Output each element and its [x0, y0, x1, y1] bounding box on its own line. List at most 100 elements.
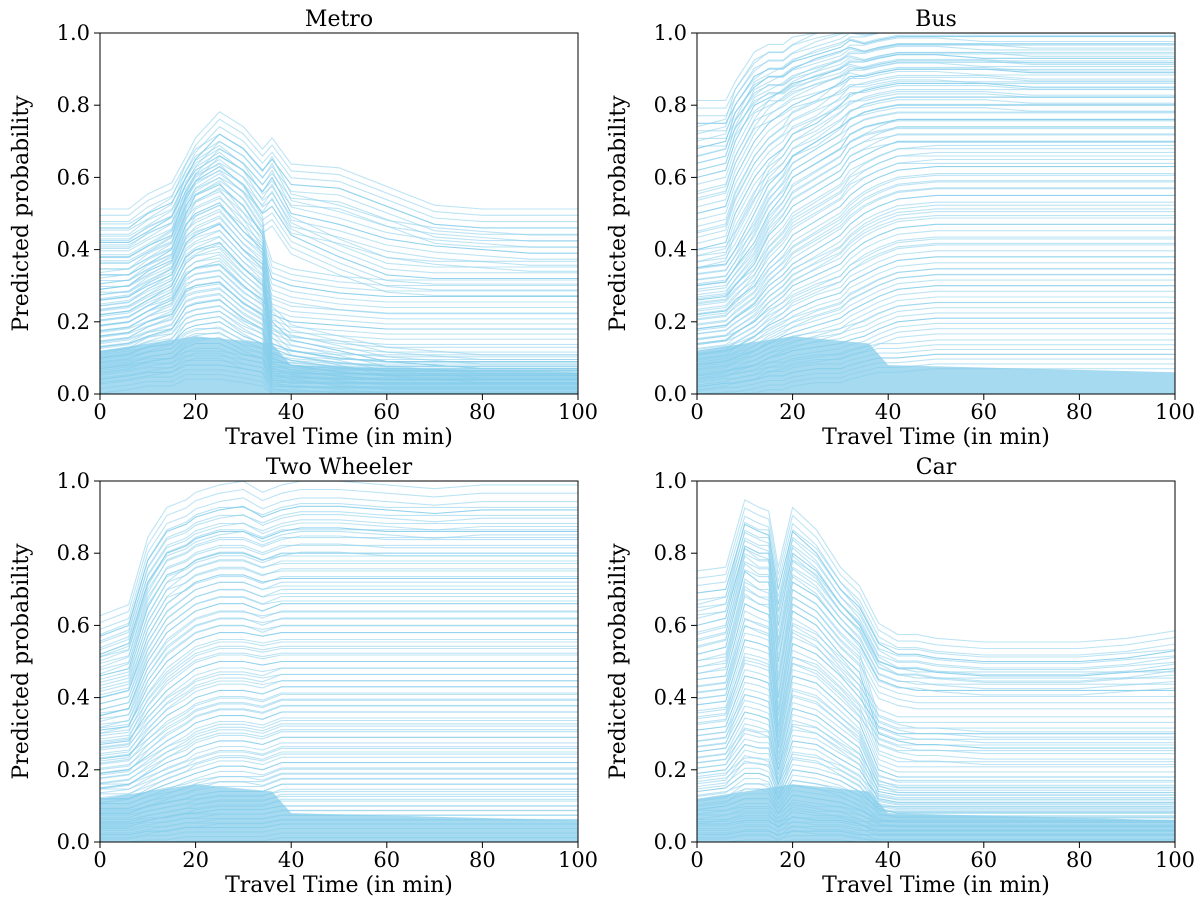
series-line-7 [697, 162, 1175, 318]
x-tick-label: 100 [1155, 848, 1195, 872]
series-line-10 [100, 746, 578, 785]
series-line-3 [697, 43, 1175, 195]
series-line-4 [697, 625, 1175, 723]
series-line-3 [100, 551, 578, 680]
series-line-2 [100, 166, 578, 280]
series-line-11 [697, 244, 1175, 346]
y-tick-label: 0.4 [57, 238, 90, 262]
series-line-6 [697, 707, 1175, 796]
series-line-4 [100, 581, 578, 699]
x-tick-label: 0 [690, 400, 703, 424]
y-tick-label: 0.6 [654, 165, 687, 189]
series-line-6 [697, 96, 1175, 270]
x-tick-label: 100 [558, 400, 598, 424]
series-line-5 [697, 675, 1175, 778]
series-line-7 [697, 723, 1175, 789]
series-line-10 [100, 762, 578, 800]
series-line-2 [697, 37, 1175, 165]
series-line-1 [100, 162, 578, 260]
series-line-8 [100, 729, 578, 790]
series-line-0 [697, 33, 1175, 117]
series-line-0 [697, 523, 1175, 663]
y-tick-label: 1.0 [654, 469, 687, 493]
series-line-1 [697, 545, 1175, 677]
dense-band [100, 336, 578, 394]
x-tick-label: 40 [875, 848, 902, 872]
series-line-7 [100, 704, 578, 776]
subplot-0: 0 20 40 60 80 100 0.0 0.2 0.4 0.6 0.8 1.0 Metro Trave… [9, 7, 598, 450]
series-line-0 [697, 33, 1175, 102]
x-tick-label: 0 [93, 848, 106, 872]
series-line-1 [697, 521, 1175, 658]
series-line-2 [100, 158, 578, 274]
series-line-3 [100, 574, 578, 699]
x-tick-label: 20 [182, 400, 209, 424]
x-tick-label: 40 [278, 400, 305, 424]
series-line-11 [100, 768, 578, 800]
axes-frame [696, 32, 1176, 395]
series-line-0 [697, 53, 1175, 139]
series-line-4 [697, 652, 1175, 746]
series-line-9 [697, 181, 1175, 320]
x-tick-label: 100 [1155, 400, 1195, 424]
series-line-7 [697, 140, 1175, 301]
series-line-7 [697, 148, 1175, 307]
series-line-9 [697, 201, 1175, 335]
series-line-9 [100, 725, 578, 779]
series-line-12 [697, 268, 1175, 352]
x-tick-label: 20 [182, 848, 209, 872]
series-line-0 [697, 548, 1175, 682]
y-tick-label: 0.8 [654, 93, 687, 117]
series-line-8 [100, 699, 578, 764]
series-line-1 [697, 34, 1175, 142]
series-line-7 [100, 257, 578, 325]
series-line-6 [697, 103, 1175, 275]
series-line-0 [100, 133, 578, 229]
y-tick-label: 0.8 [57, 541, 90, 565]
series-line-8 [100, 693, 578, 759]
series-line-4 [697, 99, 1175, 263]
series-line-1 [697, 43, 1175, 150]
subplot-1: 0 20 40 60 80 100 0.0 0.2 0.4 0.6 0.8 1.0 Bus Travel … [606, 7, 1195, 450]
series-line-4 [697, 639, 1175, 735]
series-line-7 [100, 698, 578, 771]
series-line-4 [100, 603, 578, 717]
series-line-8 [100, 723, 578, 785]
series-line-7 [697, 751, 1175, 813]
y-tick-label: 0.0 [57, 382, 90, 406]
series-line-4 [697, 58, 1175, 232]
series-line-1 [697, 537, 1175, 671]
series-line-3 [100, 566, 578, 693]
series-line-1 [697, 529, 1175, 664]
x-axis-label: Travel Time (in min) [822, 425, 1050, 450]
series-line-10 [100, 756, 578, 795]
series-line-9 [100, 719, 578, 774]
series-line-7 [100, 680, 578, 755]
series-line-10 [100, 751, 578, 790]
series-line-5 [100, 625, 578, 725]
y-tick-label: 0.4 [654, 238, 687, 262]
series-line-10 [697, 230, 1175, 349]
series-line-1 [100, 140, 578, 242]
series-line-7 [697, 740, 1175, 803]
series-line-8 [697, 166, 1175, 316]
y-tick-label: 1.0 [57, 21, 90, 45]
series-line-5 [100, 645, 578, 742]
series-line-5 [697, 81, 1175, 251]
series-line-12 [697, 273, 1175, 357]
series-line-5 [100, 211, 578, 368]
dense-band [697, 784, 1175, 842]
y-axis-label: Predicted probability [9, 95, 34, 332]
y-tick-label: 0.6 [57, 165, 90, 189]
chart-title: Car [916, 455, 957, 480]
series-line-5 [100, 618, 578, 720]
x-tick-label: 40 [278, 848, 305, 872]
series-line-1 [100, 511, 578, 642]
y-tick-label: 0.0 [654, 830, 687, 854]
series-line-5 [100, 638, 578, 737]
series-line-0 [697, 515, 1175, 656]
series-line-5 [697, 669, 1175, 773]
series-line-1 [697, 569, 1175, 696]
series-line-8 [100, 711, 578, 774]
